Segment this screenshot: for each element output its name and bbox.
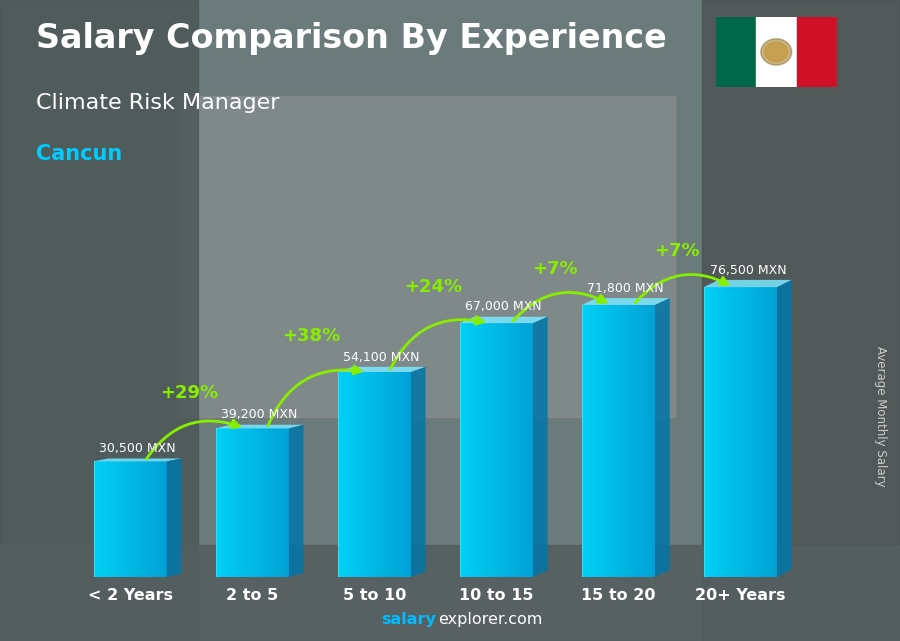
Text: 39,200 MXN: 39,200 MXN [221, 408, 298, 421]
FancyArrowPatch shape [513, 292, 606, 321]
Polygon shape [216, 425, 303, 428]
Polygon shape [702, 0, 900, 641]
Text: Cancun: Cancun [36, 144, 122, 164]
Polygon shape [0, 0, 198, 641]
Text: Average Monthly Salary: Average Monthly Salary [874, 346, 886, 487]
Polygon shape [338, 367, 426, 372]
Text: 54,100 MXN: 54,100 MXN [344, 351, 420, 363]
FancyArrowPatch shape [268, 366, 361, 426]
Text: Climate Risk Manager: Climate Risk Manager [36, 93, 280, 113]
Polygon shape [778, 280, 792, 577]
Text: 76,500 MXN: 76,500 MXN [709, 263, 787, 276]
Polygon shape [289, 425, 303, 577]
Circle shape [760, 38, 792, 65]
Text: 67,000 MXN: 67,000 MXN [465, 301, 542, 313]
Polygon shape [581, 298, 670, 305]
Text: +29%: +29% [159, 384, 218, 402]
Polygon shape [166, 458, 182, 577]
Polygon shape [533, 317, 548, 577]
Polygon shape [704, 280, 792, 287]
Text: Salary Comparison By Experience: Salary Comparison By Experience [36, 22, 667, 55]
Polygon shape [180, 96, 675, 417]
Circle shape [765, 42, 788, 62]
Text: +38%: +38% [282, 328, 340, 345]
Text: 71,800 MXN: 71,800 MXN [588, 282, 664, 295]
Polygon shape [0, 545, 900, 641]
Polygon shape [460, 317, 548, 323]
FancyArrowPatch shape [147, 420, 239, 459]
Polygon shape [411, 367, 426, 577]
Text: +24%: +24% [404, 278, 462, 296]
Text: +7%: +7% [532, 260, 578, 278]
Text: explorer.com: explorer.com [438, 612, 543, 627]
FancyArrowPatch shape [635, 274, 728, 303]
FancyArrowPatch shape [391, 317, 483, 369]
Bar [796, 17, 837, 87]
Polygon shape [94, 458, 182, 462]
Text: +7%: +7% [654, 242, 700, 260]
Bar [756, 17, 796, 87]
Polygon shape [655, 298, 670, 577]
Bar [716, 17, 756, 87]
Text: salary: salary [382, 612, 436, 627]
Text: 30,500 MXN: 30,500 MXN [99, 442, 176, 455]
